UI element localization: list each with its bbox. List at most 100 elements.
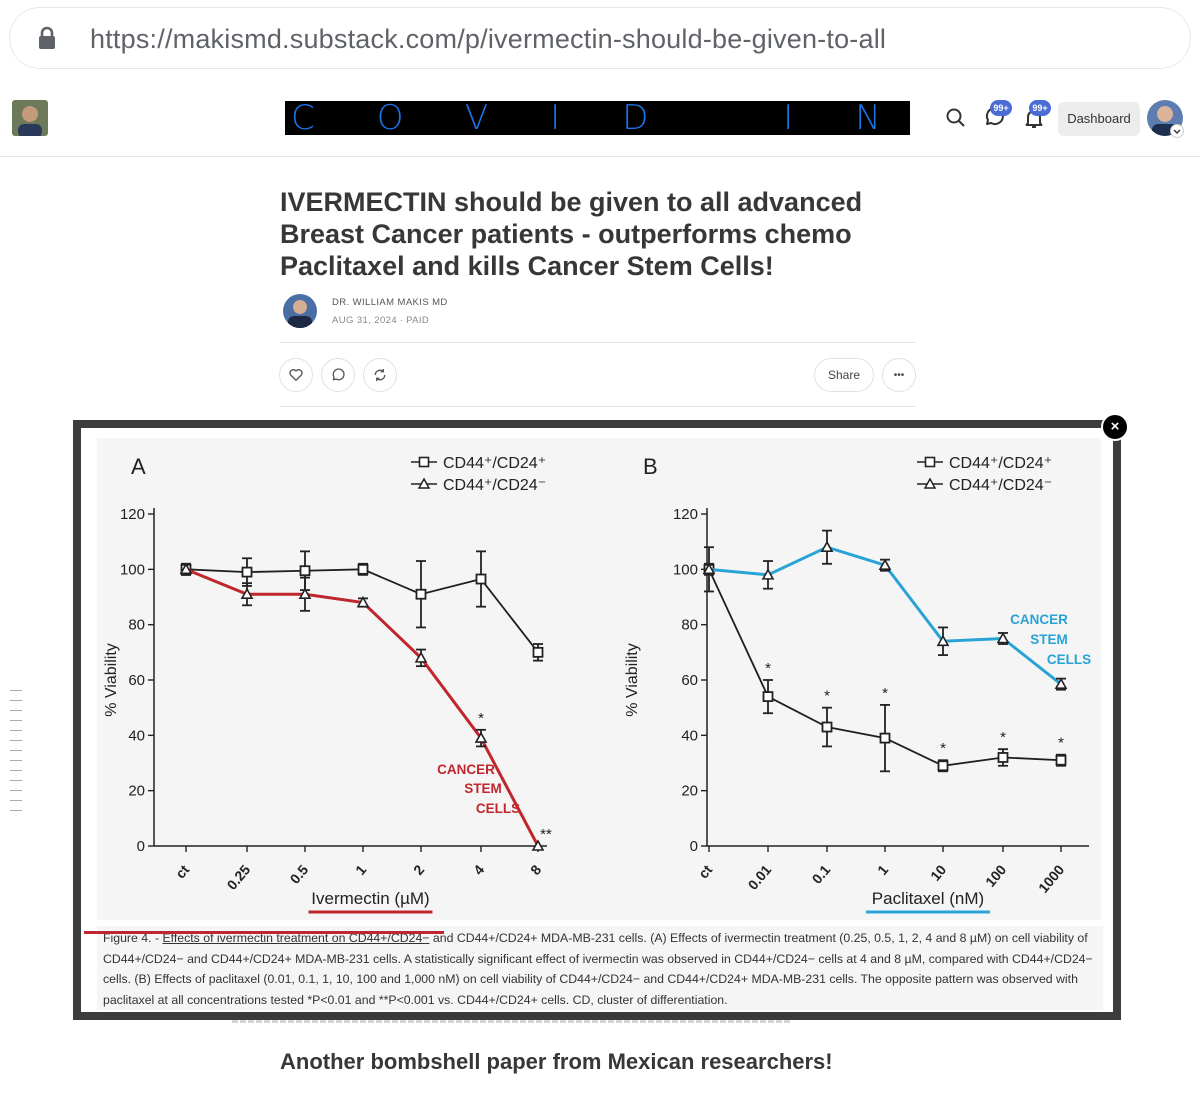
lock-icon (39, 26, 55, 49)
y-tick-label: 80 (681, 617, 698, 634)
covid-intel-logo[interactable]: COVID INT≡L (285, 101, 910, 135)
significance-star: ** (540, 826, 552, 843)
significance-star: * (824, 688, 830, 705)
y-tick-label: 100 (673, 561, 698, 578)
data-point (1054, 677, 1068, 689)
x-tick-label: 1 (874, 861, 891, 877)
data-point (937, 760, 949, 772)
y-tick-label: 40 (681, 727, 698, 744)
significance-star: * (940, 740, 946, 757)
y-tick-label: 100 (120, 561, 145, 578)
data-point (879, 732, 891, 744)
figure-caption: Figure 4. - Effects of ivermectin treatm… (97, 926, 1103, 1010)
author-avatar[interactable] (283, 294, 317, 328)
data-point (936, 634, 950, 647)
post-body-text: Another bombshell paper from Mexican res… (280, 1049, 833, 1074)
legend-marker (417, 477, 431, 489)
panel-letter: B (643, 454, 658, 479)
data-point (298, 587, 312, 600)
x-tick-label: 4 (470, 861, 487, 877)
data-point (475, 573, 487, 585)
x-tick-label: 0.01 (745, 861, 775, 892)
data-point (821, 721, 833, 733)
address-bar[interactable]: https://makismd.substack.com/p/ivermecti… (10, 8, 1190, 68)
data-point (762, 691, 774, 703)
data-point (415, 588, 427, 600)
publication-avatar[interactable] (12, 100, 48, 136)
legend-marker (418, 456, 430, 468)
y-axis-label: % Viability (103, 643, 120, 717)
significance-star: * (765, 660, 771, 677)
data-point (474, 731, 488, 743)
x-tick-label: 8 (527, 861, 544, 877)
chat-badge: 99+ (990, 100, 1012, 116)
data-point (179, 562, 193, 575)
close-button[interactable]: × (1101, 413, 1129, 441)
cancer-stem-cells-annotation: CELLS (1047, 652, 1091, 667)
data-point (240, 587, 254, 600)
chevron-down-icon[interactable] (1170, 124, 1184, 138)
x-tick-label: 1 (352, 861, 369, 877)
post-date: AUG 31, 2024 ∙ PAID (332, 315, 430, 326)
dashboard-button[interactable]: Dashboard (1058, 102, 1140, 136)
panel-letter: A (131, 454, 146, 479)
restack-button[interactable] (363, 358, 397, 392)
figure-content: A 0 20 40 60 80 100 120% Viability ct 0.25 0.5 1 2 4 8… (81, 428, 1113, 1012)
legend-label: CD44⁺/CD24⁻ (949, 477, 1052, 494)
y-tick-label: 20 (681, 783, 698, 800)
y-tick-label: 0 (137, 838, 145, 855)
y-tick-label: 80 (128, 617, 145, 634)
data-point (532, 646, 544, 658)
y-axis-label: % Viability (624, 643, 641, 717)
comment-icon (332, 368, 345, 381)
data-point (414, 651, 428, 663)
figure-lightbox: A 0 20 40 60 80 100 120% Viability ct 0.25 0.5 1 2 4 8… (73, 420, 1121, 1020)
author-name[interactable]: DR. WILLIAM MAKIS MD (332, 297, 448, 308)
post-title: IVERMECTIN should be given to all advanc… (280, 187, 863, 281)
plot-background (97, 438, 1101, 920)
legend-label: CD44⁺/CD24⁺ (949, 455, 1052, 472)
legend-label: CD44⁺/CD24⁺ (443, 455, 546, 472)
data-point (299, 565, 311, 577)
y-tick-label: 120 (673, 506, 698, 523)
data-point (702, 562, 716, 575)
data-point (761, 568, 775, 580)
data-point (357, 563, 369, 575)
significance-star: * (478, 710, 484, 727)
x-tick-label: 1000 (1035, 861, 1067, 895)
y-tick-label: 20 (128, 783, 145, 800)
data-point (1055, 754, 1067, 766)
search-icon[interactable] (944, 106, 968, 130)
like-button[interactable] (279, 358, 313, 392)
legend-marker (924, 456, 936, 468)
data-point (356, 595, 370, 608)
x-axis-label: Ivermectin (µM) (311, 889, 429, 908)
scroll-ticks (10, 690, 22, 820)
data-point (997, 752, 1009, 763)
more-options-button[interactable]: ••• (882, 358, 916, 392)
data-point (996, 631, 1010, 644)
significance-star: * (1000, 729, 1006, 746)
cancer-stem-cells-annotation: STEM (1030, 632, 1068, 647)
heart-icon (289, 369, 303, 381)
significance-star: * (1058, 735, 1064, 752)
x-tick-label: 0.1 (809, 861, 834, 886)
x-tick-label: ct (172, 861, 192, 881)
caption-red-underline (84, 931, 444, 934)
cancer-stem-cells-annotation: CANCER (437, 762, 495, 777)
divider (280, 406, 916, 407)
share-button[interactable]: Share (814, 358, 874, 392)
site-header: COVID INT≡L 99+ 99+ Dashboard (0, 76, 1200, 157)
x-tick-label: 0.5 (287, 861, 312, 886)
restack-icon (374, 369, 386, 381)
y-tick-label: 60 (128, 672, 145, 689)
cancer-stem-cells-annotation: STEM (464, 781, 502, 796)
data-point (531, 839, 545, 851)
data-point (878, 558, 892, 570)
data-point (820, 540, 834, 552)
legend-label: CD44⁺/CD24⁻ (443, 477, 546, 494)
y-tick-label: 60 (681, 672, 698, 689)
divider (280, 342, 916, 343)
comment-button[interactable] (321, 358, 355, 392)
notification-badge: 99+ (1029, 100, 1051, 116)
